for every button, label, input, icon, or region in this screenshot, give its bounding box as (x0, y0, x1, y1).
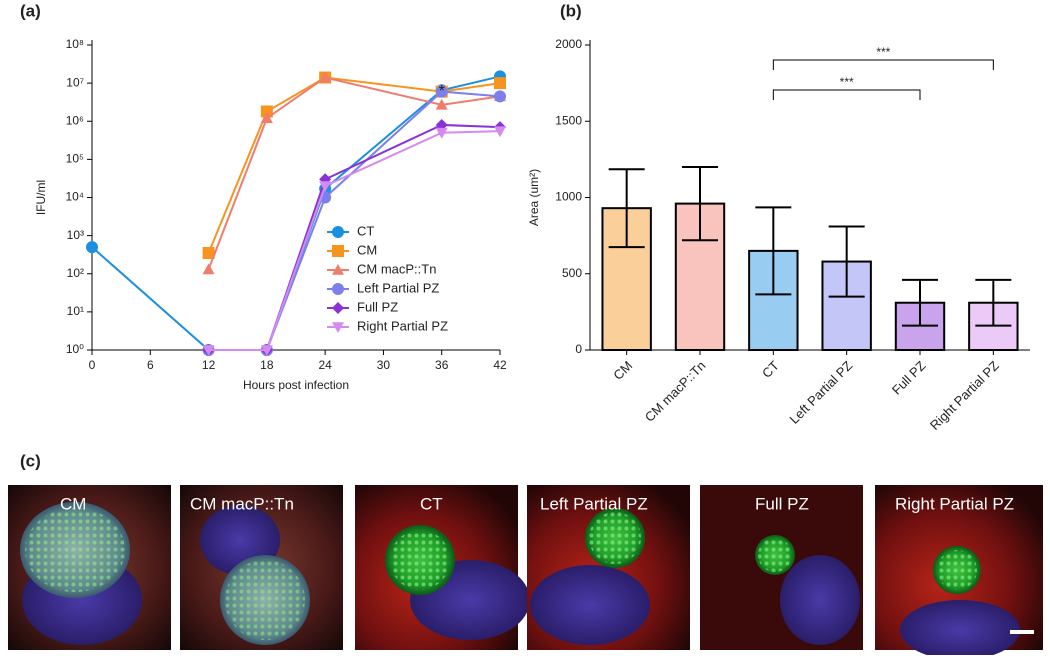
panel-label: (c) (20, 451, 41, 470)
x-tick-label: CM macP::Tn (642, 358, 709, 425)
y-tick-label: 10⁷ (66, 75, 84, 89)
marker (332, 226, 344, 238)
x-tick-label: 6 (147, 358, 154, 372)
y-tick-label: 0 (575, 342, 582, 356)
y-tick-label: 500 (562, 266, 582, 280)
significance-bracket (772, 89, 921, 100)
marker (494, 90, 506, 103)
y-axis-label: IFU/ml (34, 180, 48, 215)
marker (260, 345, 273, 356)
micrograph: Full PZ (700, 485, 863, 650)
legend-label: Right Partial PZ (357, 318, 448, 333)
y-tick-label: 10⁰ (66, 342, 84, 356)
series-line (208, 90, 501, 351)
x-tick-label: 24 (318, 358, 332, 372)
significance-bracket (772, 59, 994, 70)
marker (332, 283, 344, 295)
y-tick-label: 10¹ (67, 304, 84, 318)
micrograph-label: CT (420, 494, 443, 513)
x-tick-label: Right Partial PZ (927, 358, 1002, 433)
marker (202, 345, 215, 356)
micrograph-label: Left Partial PZ (540, 494, 648, 513)
marker (435, 127, 448, 139)
micrograph-label: CM macP::Tn (190, 494, 294, 513)
x-tick-label: Full PZ (889, 358, 929, 398)
x-tick-label: 0 (89, 358, 96, 372)
micrograph: CM macP::Tn (180, 485, 343, 650)
marker (319, 181, 332, 193)
y-tick-label: 10³ (67, 228, 84, 242)
x-tick-label: 30 (377, 358, 391, 372)
panel-label: (a) (20, 1, 41, 20)
marker (435, 85, 448, 98)
y-tick-label: 1500 (555, 113, 582, 127)
series-line (91, 75, 501, 351)
micrograph-label: Right Partial PZ (895, 494, 1014, 513)
x-tick-label: Left Partial PZ (786, 358, 855, 427)
micrograph-label: CM (60, 494, 86, 513)
marker (319, 71, 332, 83)
marker (202, 263, 215, 275)
marker (435, 98, 448, 110)
legend-label: CM macP::Tn (357, 261, 436, 276)
marker (260, 112, 273, 124)
marker (494, 77, 506, 90)
micrograph: CM (8, 485, 171, 650)
legend-label: Full PZ (357, 299, 398, 314)
micrograph: Left Partial PZ (527, 485, 690, 650)
significance-label: *** (840, 75, 854, 89)
marker (202, 247, 215, 260)
significance-label: *** (876, 45, 890, 59)
x-tick-label: 12 (202, 358, 216, 372)
y-tick-label: 2000 (555, 37, 582, 51)
x-tick-label: CT (759, 358, 782, 381)
legend-label: CT (357, 223, 374, 238)
marker (332, 322, 344, 333)
marker (494, 126, 506, 138)
x-tick-label: 42 (493, 358, 507, 372)
legend-label: CM (357, 242, 377, 257)
panel-label: (b) (560, 1, 582, 20)
micrograph-label: Full PZ (755, 494, 809, 513)
y-tick-label: 10⁵ (66, 152, 84, 166)
y-tick-label: 10² (67, 266, 84, 280)
x-tick-label: 18 (260, 358, 274, 372)
y-tick-label: 10⁸ (66, 37, 84, 51)
y-tick-label: 10⁴ (65, 190, 84, 204)
x-tick-label: CM (610, 358, 635, 383)
marker (260, 105, 273, 118)
annotation: * (439, 83, 445, 100)
legend-label: Left Partial PZ (357, 280, 439, 295)
y-axis-label: Area (um²) (527, 169, 541, 226)
y-tick-label: 1000 (555, 190, 582, 204)
marker (332, 264, 344, 275)
x-tick-label: 36 (435, 358, 449, 372)
micrograph: CT (355, 485, 530, 650)
y-tick-label: 10⁶ (66, 113, 84, 127)
marker (86, 241, 98, 254)
marker (332, 302, 344, 314)
marker (332, 245, 344, 257)
micrograph: Right Partial PZ (875, 485, 1043, 660)
x-axis-label: Hours post infection (243, 378, 349, 392)
micrographs: CM CM macP::Tn CT Left Partial PZ Full P… (8, 485, 1043, 660)
